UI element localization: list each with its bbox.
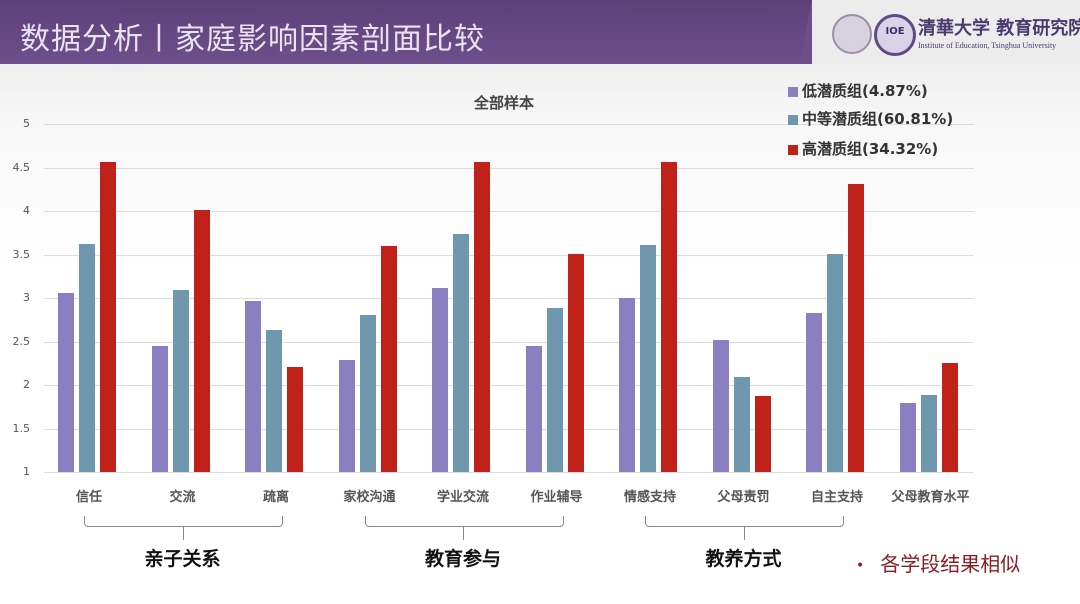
note: • 各学段结果相似: [856, 552, 1021, 576]
bar: [100, 162, 116, 472]
x-category-label: 作业辅导: [530, 490, 583, 505]
legend-swatch: [788, 86, 798, 97]
gridline: [44, 254, 974, 256]
bar: [359, 315, 376, 472]
bar: [661, 162, 677, 472]
gridline: [44, 472, 974, 473]
bar: [567, 253, 584, 472]
group-brace: [364, 516, 564, 527]
x-category-label: 父母责罚: [717, 490, 770, 505]
gridline: [44, 167, 974, 169]
bar: [245, 300, 261, 472]
bar: [546, 307, 563, 472]
y-tick-label: 1.5: [12, 421, 31, 435]
bar: [172, 290, 189, 472]
group-label: 教养方式: [705, 548, 782, 570]
bar: [525, 345, 542, 472]
group-label: 教育参与: [424, 548, 501, 570]
bar: [640, 244, 656, 472]
x-category-label: 自主支持: [810, 490, 863, 505]
ioe-logo-icon: IOE: [874, 14, 916, 56]
bar: [848, 184, 864, 472]
chart-title: 全部样本: [474, 94, 535, 112]
gridline: [44, 124, 974, 125]
bar: [827, 253, 843, 472]
institution-name-en: Institute of Education, Tsinghua Univers…: [918, 41, 1057, 50]
x-category-label: 家校沟通: [343, 490, 396, 505]
bar: [733, 377, 750, 472]
group-brace: [84, 516, 283, 527]
bar: [754, 396, 771, 472]
bar: [79, 244, 95, 472]
gridline: [44, 385, 974, 386]
y-tick-label: 2.5: [12, 334, 31, 348]
bar: [287, 366, 303, 472]
bullet-icon: •: [856, 557, 865, 574]
y-tick-label: 2: [23, 378, 30, 391]
slide-title: 数据分析丨家庭影响因素剖面比较: [20, 22, 485, 57]
bar: [193, 210, 210, 472]
group-brace-stem: [463, 526, 464, 540]
gridline: [44, 428, 974, 430]
x-category-label: 父母教育水平: [891, 490, 970, 505]
legend-item-high: 高潜质组(34.32%): [788, 138, 938, 159]
x-category-label: 交流: [169, 490, 196, 505]
bar: [619, 298, 635, 472]
x-category-label: 疏离: [262, 490, 289, 505]
x-category-label: 信任: [75, 490, 102, 505]
legend-item-mid: 中等潜质组(60.81%): [788, 108, 953, 129]
y-tick-label: 3: [23, 291, 30, 304]
legend-swatch: [788, 114, 798, 125]
bar: [380, 245, 397, 472]
y-tick-label: 3.5: [12, 247, 31, 261]
bar: [266, 330, 282, 472]
x-category-label: 学业交流: [436, 490, 489, 505]
x-category-label: 情感支持: [623, 490, 676, 505]
bar: [474, 162, 490, 472]
bar: [151, 345, 168, 472]
group-brace-stem: [182, 526, 184, 540]
gridline: [44, 298, 974, 299]
bar: [58, 292, 74, 472]
y-tick-label: 5: [23, 117, 30, 130]
group-brace: [645, 516, 844, 527]
tsinghua-seal-icon: [832, 14, 872, 54]
group-label: 亲子关系: [144, 548, 221, 570]
legend-item-low: 低潜质组(4.87%): [788, 80, 928, 101]
group-brace-stem: [743, 526, 745, 540]
bar: [453, 233, 469, 472]
y-tick-label: 4: [23, 204, 30, 217]
gridline: [44, 341, 974, 343]
legend-swatch: [788, 144, 798, 155]
y-tick-label: 4.5: [12, 160, 31, 174]
institution-name: 清華大学 教育研究院: [918, 18, 1080, 39]
bar: [432, 287, 448, 472]
bar: [338, 359, 355, 472]
y-tick-label: 1: [23, 465, 30, 478]
bar: [941, 363, 958, 472]
bar: [806, 312, 822, 472]
bar: [899, 403, 916, 472]
gridline: [44, 211, 974, 212]
bar: [712, 339, 729, 472]
bar: [920, 394, 937, 472]
